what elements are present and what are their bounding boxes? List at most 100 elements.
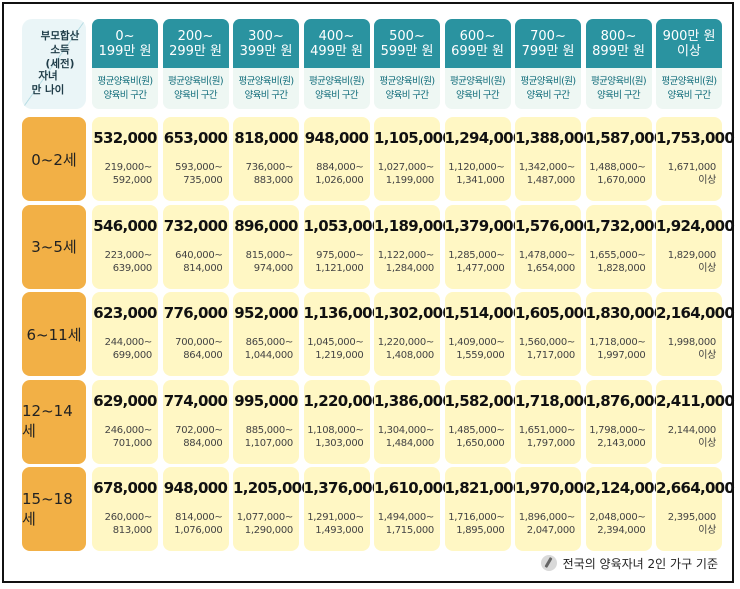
cost-range-from: 260,000~ xyxy=(104,512,153,523)
cost-cell: 948,000 814,000~ 1,076,000 xyxy=(162,467,229,551)
cost-range-from: 1,998,000 xyxy=(667,337,717,348)
average-cost: 948,000 xyxy=(163,479,228,497)
average-cost: 1,294,000 xyxy=(444,129,524,147)
cost-range: 593,000~ 735,000 xyxy=(175,161,223,187)
cost-range-to: 이상 xyxy=(698,175,716,186)
cost-range-from: 1,485,000~ xyxy=(448,424,505,436)
average-cost: 1,610,000 xyxy=(374,479,453,497)
cost-range: 1,829,000 이상 xyxy=(668,249,717,275)
cost-cell: 623,000 244,000~ 699,000 xyxy=(92,292,158,376)
cost-range: 1,560,000~ 1,717,000 xyxy=(518,336,576,362)
column-sub-labels: 평균양육비(원) 양육비 구간 xyxy=(233,68,299,109)
cost-range-from: 1,120,000~ xyxy=(448,162,505,173)
income-bracket-line1: 400~ xyxy=(318,28,355,44)
cost-range: 700,000~ 864,000 xyxy=(175,336,223,362)
average-cost: 629,000 xyxy=(93,391,157,410)
cost-range-to: 1,895,000 xyxy=(456,525,505,536)
cost-range-from: 884,000~ xyxy=(316,162,364,173)
avg-cost-label: 평균양육비(원) xyxy=(97,75,153,87)
cost-cell: 995,000 885,000~ 1,107,000 xyxy=(233,379,299,464)
range-label: 양육비 구간 xyxy=(385,89,429,101)
cost-range-from: 1,651,000~ xyxy=(518,424,576,436)
cost-range-to: 884,000 xyxy=(183,437,223,449)
column-sub-labels: 평균양육비(원) 양육비 구간 xyxy=(515,68,581,109)
cost-cell: 1,587,000 1,488,000~ 1,670,000 xyxy=(585,117,664,201)
cost-range: 1,304,000~ 1,484,000 xyxy=(378,424,435,450)
average-cost: 1,105,000 xyxy=(374,129,453,147)
income-bracket-line2: 799만 원 xyxy=(521,43,575,59)
cost-cell: 1,821,000 1,716,000~ 1,895,000 xyxy=(444,467,523,551)
column-sub-labels: 평균양육비(원) 양육비 구간 xyxy=(656,68,722,109)
income-bracket-line1: 0~ xyxy=(115,28,135,44)
cost-range-from: 593,000~ xyxy=(175,162,223,173)
average-cost: 774,000 xyxy=(163,391,228,410)
income-bracket: 400~ 499만 원 xyxy=(303,19,370,68)
cost-range: 223,000~ 639,000 xyxy=(105,249,153,275)
income-column-header: 600~ 699만 원 평균양육비(원) 양육비 구간 xyxy=(444,19,511,109)
cost-cell: 629,000 246,000~ 701,000 xyxy=(92,379,158,464)
cost-range-to: 1,341,000 xyxy=(456,175,505,186)
income-bracket: 300~ 399만 원 xyxy=(233,19,299,68)
cost-range-from: 814,000~ xyxy=(175,512,223,523)
average-cost: 1,388,000 xyxy=(515,129,594,147)
cost-cell: 1,582,000 1,485,000~ 1,650,000 xyxy=(444,379,523,464)
average-cost: 1,376,000 xyxy=(303,479,383,497)
cost-range-from: 865,000~ xyxy=(245,337,294,348)
cost-range-from: 1,798,000~ xyxy=(589,424,646,436)
average-cost: 1,970,000 xyxy=(515,479,594,497)
column-sub-labels: 평균양육비(원) 양육비 구간 xyxy=(163,68,229,109)
cost-cell: 1,830,000 1,718,000~ 1,997,000 xyxy=(585,292,664,376)
footnote-text: 전국의 양육자녀 2인 가구 기준 xyxy=(562,556,718,571)
average-cost: 1,876,000 xyxy=(585,391,665,410)
average-cost: 1,136,000 xyxy=(303,304,383,322)
cost-range-to: 1,107,000 xyxy=(244,437,294,449)
cost-range: 1,494,000~ 1,715,000 xyxy=(377,511,435,537)
cost-range-to: 1,290,000 xyxy=(244,525,294,536)
income-bracket: 600~ 699만 원 xyxy=(444,19,511,68)
avg-cost-label: 평균양육비(원) xyxy=(449,75,506,87)
cost-cell: 1,376,000 1,291,000~ 1,493,000 xyxy=(303,467,383,551)
cost-range-from: 1,494,000~ xyxy=(377,512,435,523)
age-group-label: 6~11세 xyxy=(22,292,86,376)
cost-range: 1,896,000~ 2,047,000 xyxy=(519,511,576,537)
cost-cell: 1,753,000 1,671,000 이상 xyxy=(656,117,735,201)
cost-cell: 1,924,000 1,829,000 이상 xyxy=(656,204,735,289)
average-cost: 546,000 xyxy=(93,216,157,235)
footnote: 전국의 양육자녀 2인 가구 기준 xyxy=(540,553,718,573)
avg-cost-label: 평균양육비(원) xyxy=(308,75,365,87)
cost-range-to: 1,650,000 xyxy=(456,437,505,449)
cost-cell: 1,732,000 1,655,000~ 1,828,000 xyxy=(585,204,664,289)
cost-range: 1,220,000~ 1,408,000 xyxy=(378,336,435,362)
cost-cell: 732,000 640,000~ 814,000 xyxy=(162,204,229,289)
cost-range: 884,000~ 1,026,000 xyxy=(315,161,364,187)
average-cost: 818,000 xyxy=(234,129,298,147)
income-bracket: 700~ 799만 원 xyxy=(515,19,581,68)
cost-cell: 1,294,000 1,120,000~ 1,341,000 xyxy=(444,117,524,201)
cost-range: 2,144,000 이상 xyxy=(668,424,717,450)
cost-range-to: 1,654,000 xyxy=(526,262,576,274)
cost-range: 1,027,000~ 1,199,000 xyxy=(378,161,435,187)
range-label: 양육비 구간 xyxy=(526,89,570,101)
cost-range-to: 1,121,000 xyxy=(315,262,364,274)
cost-range-from: 885,000~ xyxy=(245,424,294,436)
income-column-header: 700~ 799만 원 평균양육비(원) 양육비 구간 xyxy=(515,19,581,109)
income-bracket-line2: 499만 원 xyxy=(310,43,363,59)
average-cost: 1,576,000 xyxy=(515,216,594,235)
cost-range-to: 883,000 xyxy=(253,175,294,186)
column-sub-labels: 평균양육비(원) 양육비 구간 xyxy=(304,68,370,109)
cost-range-to: 1,076,000 xyxy=(174,525,223,536)
cost-cell: 1,205,000 1,077,000~ 1,290,000 xyxy=(233,467,312,551)
cost-range-to: 1,487,000 xyxy=(526,175,576,186)
cost-range-from: 1,077,000~ xyxy=(236,512,294,523)
income-bracket-line2: 이상 xyxy=(677,43,701,59)
cost-range-to: 699,000 xyxy=(112,350,153,361)
cost-range-from: 244,000~ xyxy=(104,337,153,348)
income-bracket-line1: 700~ xyxy=(530,28,566,44)
cost-range-from: 1,560,000~ xyxy=(518,337,576,348)
cost-range: 1,716,000~ 1,895,000 xyxy=(448,511,505,537)
cost-range-to: 2,394,000 xyxy=(597,525,646,536)
age-group-label: 15~18세 xyxy=(22,467,86,551)
cost-range: 1,122,000~ 1,284,000 xyxy=(378,249,435,275)
cost-range-from: 246,000~ xyxy=(104,424,153,436)
cost-range: 219,000~ 592,000 xyxy=(105,161,153,187)
